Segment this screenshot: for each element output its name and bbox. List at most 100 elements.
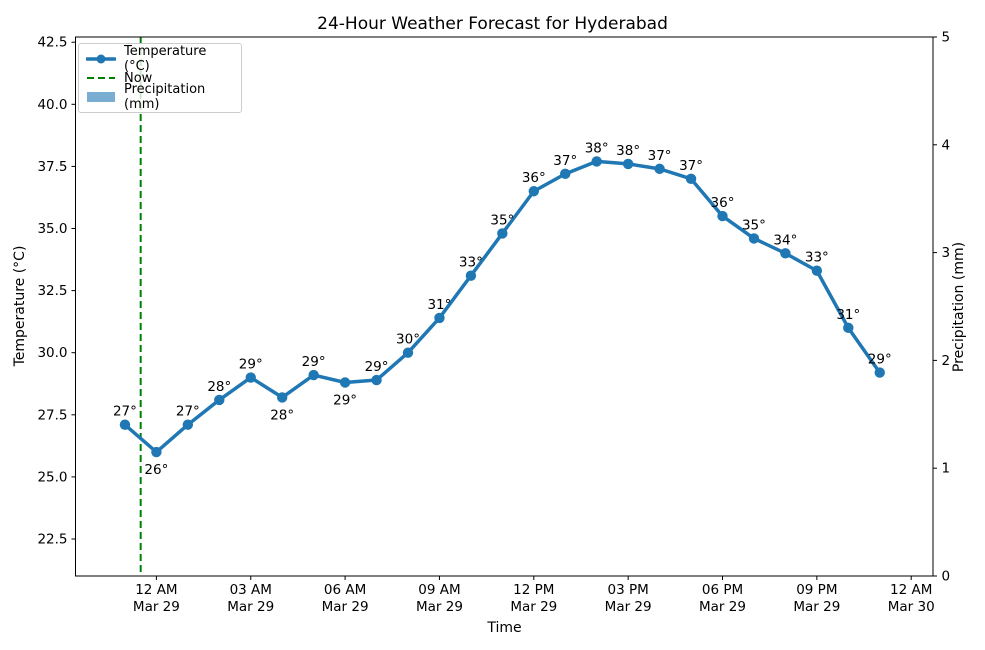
temperature-point [654,163,665,175]
temperature-point [402,347,414,358]
x-tick-label-date: Mar 29 [793,599,840,615]
temperature-point [119,419,131,430]
temperature-point [811,265,823,276]
temperature-point-label: 37° [679,158,703,174]
legend-label-now: Now [124,70,153,86]
temperature-point-label: 29° [365,359,389,375]
temperature-point-label: 28° [270,407,294,423]
chart-title: 24-Hour Weather Forecast for Hyderabad [317,14,668,34]
y-right-tick-label: 3 [942,245,951,261]
temperature-point [339,377,351,388]
x-tick-label-time: 09 PM [796,582,837,598]
temperature-point [591,156,602,167]
y-right-tick-label: 2 [942,353,951,369]
temperature-point [214,394,225,406]
temperature-point-label: 37° [648,148,672,164]
y-axis-label-temperature: Temperature (°C) [12,245,28,367]
temperature-point-label: 27° [113,404,137,420]
x-tick-label-time: 12 AM [135,582,177,598]
y-left-tick-label: 37.5 [37,159,67,175]
y-left-tick-label: 40.0 [37,97,67,113]
x-tick-label-date: Mar 29 [133,599,180,615]
y-left-tick-label: 22.5 [37,532,67,548]
temperature-point-label: 26° [144,462,168,478]
y-right-tick-label: 0 [942,569,951,585]
temperature-point [277,392,288,403]
temperature-point [245,372,256,383]
legend-precipitation-patch [87,92,115,102]
temperature-point [685,173,697,185]
temperature-point-label: 29° [302,354,326,370]
temperature-point [308,369,319,381]
x-tick-label-time: 03 PM [608,582,649,598]
temperature-line-icon [86,54,116,64]
temperature-point [497,228,508,239]
temperature-point [151,446,162,458]
temperature-point-label: 29° [868,352,892,368]
x-tick-label-time: 12 PM [513,582,554,598]
x-tick-label-date: Mar 29 [416,599,463,615]
temperature-point [182,419,194,430]
legend-item-precipitation: Precipitation (mm) [86,82,235,112]
temperature-point-label: 36° [522,170,546,186]
x-tick-label-date: Mar 29 [510,599,557,615]
temperature-point-label: 38° [585,140,609,156]
x-tick-label-date: Mar 29 [605,599,652,615]
x-axis-label: Time [487,620,522,636]
temperature-point [434,312,445,324]
x-tick-label-date: Mar 29 [322,599,369,615]
x-tick-label-date: Mar 30 [888,599,935,615]
now-dashed-line-icon [87,77,115,79]
temperature-point [843,322,854,334]
temperature-point-label: 31° [427,297,451,313]
temperature-point-label: 33° [805,250,829,266]
x-tick-label-time: 09 AM [418,582,460,598]
temperature-point [622,158,634,170]
temperature-point-label: 27° [176,404,200,420]
y-axis-label-precipitation: Precipitation (mm) [951,241,967,373]
y-right-tick-label: 1 [942,461,951,477]
legend-temperature-marker [96,54,106,64]
temperature-point-label: 30° [396,332,420,348]
temperature-point-label: 28° [207,379,231,395]
y-left-tick-label: 30.0 [37,345,67,361]
legend: Temperature (°C) Now Precipitation (mm) [78,43,242,113]
temperature-point [874,367,885,378]
temperature-point [780,248,791,259]
temperature-point-label: 38° [616,143,640,159]
legend-label-precipitation: Precipitation (mm) [124,82,206,112]
x-tick-label-date: Mar 29 [699,599,746,615]
temperature-point-label: 31° [836,307,860,323]
x-tick-label-time: 03 AM [230,582,272,598]
temperature-point [465,270,477,281]
x-tick-label-time: 06 AM [324,582,366,598]
temperature-point [371,374,382,386]
temperature-point-label: 29° [239,357,263,373]
x-tick-label-date: Mar 29 [227,599,274,615]
temperature-point-label: 35° [742,217,766,233]
y-right-tick-label: 5 [942,30,951,46]
y-left-tick-label: 32.5 [37,283,67,299]
temperature-line [123,159,882,454]
temperature-point-label: 29° [333,393,357,409]
legend-item-now: Now [86,69,235,87]
y-left-tick-label: 27.5 [37,407,67,423]
temperature-point-label: 33° [459,255,483,271]
y-left-tick-label: 25.0 [37,469,67,485]
temperature-point [528,186,539,197]
temperature-point [717,210,728,222]
temperature-point-label: 37° [553,153,577,169]
x-tick-label-time: 06 PM [702,582,743,598]
y-left-tick-label: 35.0 [37,221,67,237]
x-tick-label-time: 12 AM [890,582,932,598]
temperature-point-label: 35° [490,212,514,228]
temperature-point-label: 36° [711,195,735,211]
legend-item-temperature: Temperature (°C) [86,44,235,74]
temperature-point [560,168,571,180]
y-left-tick-label: 42.5 [37,35,67,51]
y-right-tick-label: 4 [942,137,951,153]
temperature-point [748,233,760,244]
temperature-point-label: 34° [773,232,797,248]
